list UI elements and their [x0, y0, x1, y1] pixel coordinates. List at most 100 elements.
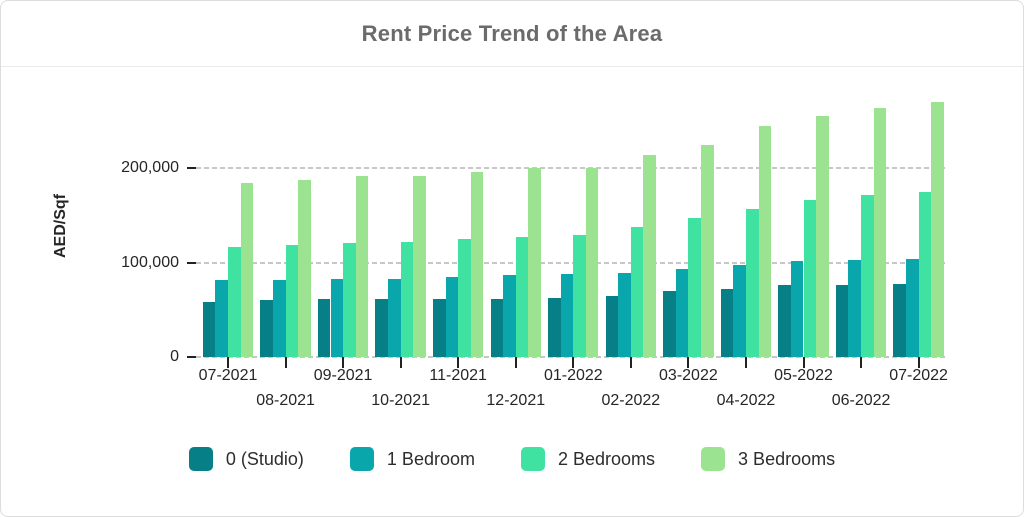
bar-08-2021-0-studio[interactable]	[260, 299, 273, 357]
bar-05-2022-2-bedrooms[interactable]	[803, 200, 817, 357]
bar-09-2021-0-studio[interactable]	[317, 299, 331, 357]
x-axis-label-09-2021: 09-2021	[313, 367, 373, 384]
bar-12-2021-3-bedrooms[interactable]	[528, 168, 541, 357]
x-axis-tick-04-2022	[744, 357, 747, 368]
bar-05-2022-3-bedrooms[interactable]	[816, 116, 829, 357]
bar-07-2022-1-bedroom[interactable]	[906, 259, 919, 357]
bar-10-2021-3-bedrooms[interactable]	[413, 175, 426, 357]
bar-01-2022-2-bedrooms[interactable]	[573, 234, 586, 357]
legend-item-0-studio[interactable]: 0 (Studio)	[188, 447, 304, 471]
bar-03-2022-3-bedrooms[interactable]	[701, 144, 714, 357]
y-axis-tick-label-0: 0	[170, 348, 179, 365]
bar-03-2022-2-bedrooms[interactable]	[688, 218, 701, 357]
bar-11-2021-0-studio[interactable]	[433, 299, 446, 357]
bar-06-2022-2-bedrooms[interactable]	[861, 195, 874, 357]
x-axis-tick-07-2022	[917, 357, 920, 368]
bar-12-2021-1-bedroom[interactable]	[503, 275, 516, 357]
x-axis-tick-01-2022	[572, 357, 575, 368]
x-axis-tick-05-2022	[802, 357, 805, 368]
bar-01-2022-3-bedrooms[interactable]	[585, 168, 599, 357]
legend-item-2-bedrooms[interactable]: 2 Bedrooms	[520, 447, 655, 471]
bar-03-2022-0-studio[interactable]	[663, 291, 676, 357]
x-axis-tick-08-2021	[284, 357, 287, 368]
bar-12-2021-2-bedrooms[interactable]	[515, 236, 529, 357]
x-axis-label-11-2021: 11-2021	[429, 367, 487, 384]
chart-title: Rent Price Trend of the Area	[361, 20, 663, 46]
bar-11-2021-1-bedroom[interactable]	[445, 277, 459, 357]
gridline-0	[196, 356, 947, 358]
bar-11-2021-2-bedrooms[interactable]	[458, 238, 471, 357]
x-axis-tick-09-2021	[342, 357, 345, 368]
y-axis-tick-200-000	[187, 167, 196, 169]
bar-10-2021-1-bedroom[interactable]	[388, 278, 401, 357]
bar-07-2021-2-bedrooms[interactable]	[228, 246, 241, 357]
x-axis-tick-06-2022	[860, 357, 863, 368]
x-axis-tick-11-2021	[457, 357, 460, 368]
legend-item-1-bedroom[interactable]: 1 Bedroom	[349, 447, 475, 471]
x-axis-label-08-2021: 08-2021	[256, 392, 315, 409]
x-axis-tick-03-2022	[687, 357, 690, 368]
legend-swatch-0-studio	[188, 447, 213, 471]
x-axis-label-01-2022: 01-2022	[543, 367, 603, 384]
x-axis-label-12-2021: 12-2021	[486, 392, 546, 409]
bar-09-2021-2-bedrooms[interactable]	[343, 242, 356, 357]
bar-06-2022-3-bedrooms[interactable]	[873, 107, 887, 357]
y-axis-tick-0	[187, 356, 196, 358]
legend-swatch-3-bedrooms	[701, 447, 726, 471]
bar-07-2022-0-studio[interactable]	[893, 283, 906, 357]
bar-07-2021-3-bedrooms[interactable]	[240, 183, 254, 357]
bar-08-2021-3-bedrooms[interactable]	[298, 179, 311, 357]
x-axis-tick-12-2021	[514, 357, 517, 368]
x-axis-label-05-2022: 05-2022	[774, 367, 833, 384]
legend-label-1-bedroom: 1 Bedroom	[386, 448, 475, 469]
bar-02-2022-3-bedrooms[interactable]	[643, 154, 657, 357]
y-axis-title: AED/Sqf	[52, 194, 69, 258]
bar-10-2021-2-bedrooms[interactable]	[400, 241, 414, 357]
gridline-200-000	[196, 167, 947, 169]
y-axis-tick-label-100-000: 100,000	[121, 253, 179, 271]
bar-09-2021-1-bedroom[interactable]	[330, 278, 344, 357]
x-axis-label-03-2022: 03-2022	[659, 367, 718, 384]
bar-06-2022-0-studio[interactable]	[835, 284, 849, 357]
legend-swatch-2-bedrooms	[520, 447, 545, 471]
bar-03-2022-1-bedroom[interactable]	[675, 268, 689, 357]
y-axis-tick-100-000	[187, 261, 196, 264]
bar-01-2022-0-studio[interactable]	[548, 297, 561, 357]
x-axis-label-02-2022: 02-2022	[601, 392, 661, 409]
bar-07-2021-0-studio[interactable]	[202, 302, 216, 357]
bar-11-2021-3-bedrooms[interactable]	[470, 171, 484, 357]
bar-12-2021-0-studio[interactable]	[490, 298, 504, 357]
bar-07-2022-3-bedrooms[interactable]	[931, 101, 944, 357]
x-axis-label-10-2021: 10-2021	[371, 392, 430, 409]
bar-01-2022-1-bedroom[interactable]	[560, 273, 574, 357]
bar-07-2021-1-bedroom[interactable]	[215, 279, 228, 357]
x-axis-label-07-2022: 07-2022	[889, 367, 948, 384]
legend-label-0-studio: 0 (Studio)	[225, 448, 304, 469]
legend-label-3-bedrooms: 3 Bedrooms	[738, 448, 836, 469]
bar-02-2022-0-studio[interactable]	[605, 295, 619, 357]
x-axis-label-06-2022: 06-2022	[831, 392, 891, 409]
bar-04-2022-2-bedrooms[interactable]	[745, 208, 759, 357]
bar-08-2021-2-bedrooms[interactable]	[285, 244, 299, 357]
x-axis-label-04-2022: 04-2022	[716, 392, 776, 409]
bar-05-2022-0-studio[interactable]	[778, 285, 791, 357]
x-axis-tick-10-2021	[399, 357, 402, 368]
x-axis-label-07-2021: 07-2021	[198, 367, 258, 384]
legend-item-3-bedrooms[interactable]: 3 Bedrooms	[701, 447, 835, 471]
bar-04-2022-3-bedrooms[interactable]	[758, 126, 772, 357]
bar-07-2022-2-bedrooms[interactable]	[918, 191, 932, 357]
bar-10-2021-0-studio[interactable]	[375, 299, 389, 357]
card-header: Rent Price Trend of the Area	[1, 1, 1023, 67]
bar-04-2022-0-studio[interactable]	[720, 289, 734, 357]
bar-04-2022-1-bedroom[interactable]	[733, 264, 746, 357]
bar-06-2022-1-bedroom[interactable]	[848, 259, 862, 357]
x-axis-tick-02-2022	[629, 357, 632, 368]
bar-05-2022-1-bedroom[interactable]	[790, 261, 804, 357]
bar-02-2022-2-bedrooms[interactable]	[630, 226, 644, 357]
bar-02-2022-1-bedroom[interactable]	[618, 272, 631, 357]
bar-08-2021-1-bedroom[interactable]	[272, 279, 286, 357]
bar-09-2021-3-bedrooms[interactable]	[355, 176, 369, 357]
legend-swatch-1-bedroom	[349, 447, 374, 471]
